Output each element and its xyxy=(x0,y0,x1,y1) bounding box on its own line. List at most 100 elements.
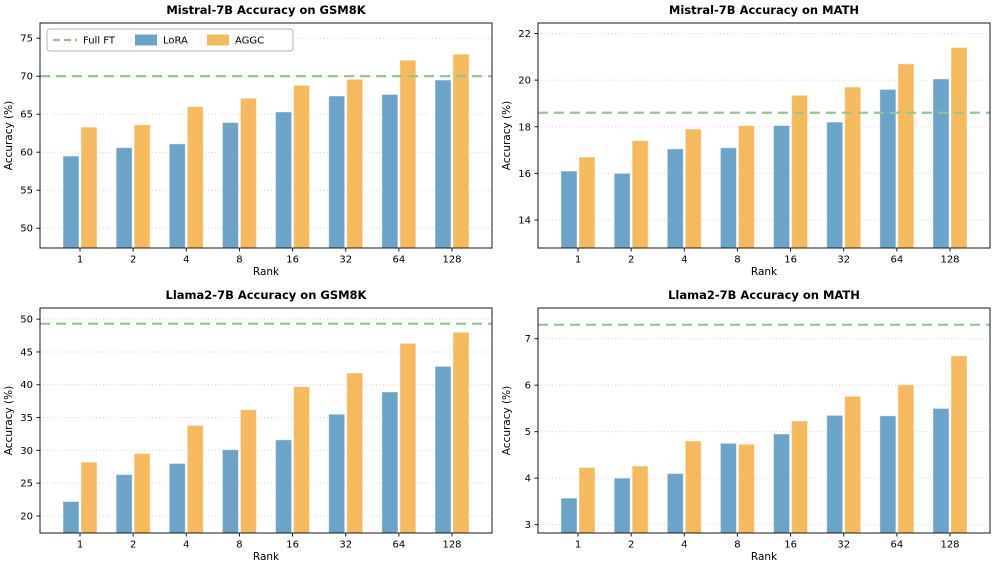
bar-aggc-rank-16 xyxy=(293,84,311,249)
bar-aggc-rank-4 xyxy=(186,424,204,534)
x-tick-label: 16 xyxy=(784,255,797,266)
x-tick-label: 2 xyxy=(130,255,136,266)
y-tick-label: 65 xyxy=(20,110,33,121)
bar-lora-rank-4 xyxy=(666,148,684,249)
y-axis-label: Accuracy (%) xyxy=(3,386,15,455)
bar-lora-rank-2 xyxy=(115,147,133,249)
legend-full-ft-label: Full FT xyxy=(83,36,116,47)
bar-lora-rank-32 xyxy=(328,95,346,249)
bar-aggc-rank-1 xyxy=(80,126,98,249)
x-tick-label: 2 xyxy=(628,255,634,266)
y-tick-label: 20 xyxy=(20,511,33,522)
bar-aggc-rank-64 xyxy=(897,63,915,249)
bar-lora-rank-4 xyxy=(666,472,684,534)
x-tick-label: 128 xyxy=(442,540,461,551)
x-axis-label: Rank xyxy=(253,266,280,278)
bar-lora-rank-1 xyxy=(62,155,80,249)
legend-lora-label: LoRA xyxy=(163,36,188,47)
bar-aggc-rank-128 xyxy=(452,331,470,534)
x-tick-label: 64 xyxy=(392,255,405,266)
y-tick-label: 25 xyxy=(20,479,33,490)
x-tick-label: 1 xyxy=(575,540,581,551)
bar-aggc-rank-2 xyxy=(631,465,649,534)
y-tick-label: 20 xyxy=(518,76,531,87)
x-axis-label: Rank xyxy=(751,266,778,278)
y-axis-label: Accuracy (%) xyxy=(3,101,15,170)
bar-lora-rank-64 xyxy=(381,93,399,249)
x-tick-label: 16 xyxy=(286,540,299,551)
bar-lora-rank-128 xyxy=(434,79,452,249)
y-tick-label: 16 xyxy=(518,169,531,180)
x-tick-label: 1 xyxy=(77,255,83,266)
x-tick-label: 32 xyxy=(837,540,850,551)
x-tick-label: 1 xyxy=(77,540,83,551)
y-tick-label: 6 xyxy=(525,381,531,392)
bar-aggc-rank-64 xyxy=(399,59,417,249)
bar-lora-rank-1 xyxy=(560,170,578,249)
x-axis-label: Rank xyxy=(751,551,778,563)
x-tick-label: 128 xyxy=(940,255,959,266)
x-tick-label: 8 xyxy=(236,255,242,266)
x-tick-label: 4 xyxy=(183,255,189,266)
y-axis-label: Accuracy (%) xyxy=(501,386,513,455)
y-tick-label: 50 xyxy=(20,224,33,235)
x-tick-label: 1 xyxy=(575,255,581,266)
bar-lora-rank-1 xyxy=(560,497,578,534)
bar-aggc-rank-8 xyxy=(737,443,755,534)
x-tick-label: 16 xyxy=(286,255,299,266)
x-tick-label: 16 xyxy=(784,540,797,551)
bar-aggc-rank-2 xyxy=(133,453,151,534)
x-tick-label: 4 xyxy=(183,540,189,551)
y-tick-label: 5 xyxy=(525,427,531,438)
bar-lora-rank-2 xyxy=(613,477,631,534)
x-tick-label: 4 xyxy=(681,540,687,551)
bar-aggc-rank-128 xyxy=(950,355,968,534)
x-tick-label: 2 xyxy=(130,540,136,551)
bar-aggc-rank-16 xyxy=(791,94,809,249)
y-tick-label: 70 xyxy=(20,72,33,83)
x-tick-label: 32 xyxy=(837,255,850,266)
bar-aggc-rank-8 xyxy=(239,409,257,534)
y-tick-label: 50 xyxy=(20,315,33,326)
bar-aggc-rank-2 xyxy=(631,140,649,249)
chart-canvas-3: Llama2-7B Accuracy on MATH 3 4 5 6 7 1 2 4 8 16 32 6… xyxy=(501,288,991,563)
bar-aggc-rank-32 xyxy=(844,395,862,534)
bar-aggc-rank-32 xyxy=(346,372,364,534)
bar-lora-rank-32 xyxy=(328,413,346,534)
legend-lora-swatch xyxy=(135,34,157,46)
bar-aggc-rank-128 xyxy=(950,46,968,249)
chart-title: Llama2-7B Accuracy on GSM8K xyxy=(166,288,368,302)
x-tick-label: 4 xyxy=(681,255,687,266)
x-tick-label: 32 xyxy=(339,255,352,266)
bar-aggc-rank-16 xyxy=(293,386,311,534)
x-tick-label: 64 xyxy=(890,255,903,266)
y-tick-label: 35 xyxy=(20,413,33,424)
chart-canvas-2: Llama2-7B Accuracy on GSM8K 20 25 30 35 40 45 5… xyxy=(3,288,493,563)
bar-lora-rank-4 xyxy=(168,143,186,249)
legend-aggc-swatch xyxy=(207,34,229,46)
chart-title: Llama2-7B Accuracy on MATH xyxy=(668,288,860,302)
y-tick-label: 14 xyxy=(518,216,531,227)
x-tick-label: 8 xyxy=(734,540,740,551)
bar-aggc-rank-4 xyxy=(684,440,702,534)
bar-lora-rank-64 xyxy=(381,391,399,534)
bar-aggc-rank-1 xyxy=(578,466,596,534)
bar-lora-rank-1 xyxy=(62,501,80,534)
bar-lora-rank-8 xyxy=(719,147,737,249)
x-tick-label: 8 xyxy=(734,255,740,266)
bar-lora-rank-2 xyxy=(115,474,133,534)
y-tick-label: 40 xyxy=(20,380,33,391)
bar-lora-rank-128 xyxy=(932,407,950,534)
bar-aggc-rank-2 xyxy=(133,124,151,249)
chart-canvas-1: Mistral-7B Accuracy on MATH 14 16 18 20 22 1 2 4… xyxy=(501,3,991,278)
x-tick-label: 64 xyxy=(890,540,903,551)
bar-lora-rank-8 xyxy=(221,122,239,249)
subplot-mistral-gsm8k: Mistral-7B Accuracy on GSM8K 50 55 60 65 70 75… xyxy=(0,0,498,285)
y-tick-label: 75 xyxy=(20,34,33,45)
bar-lora-rank-128 xyxy=(932,78,950,249)
subplot-llama2-gsm8k: Llama2-7B Accuracy on GSM8K 20 25 30 35 40 45 5… xyxy=(0,285,498,570)
bar-aggc-rank-8 xyxy=(737,125,755,249)
y-tick-label: 45 xyxy=(20,347,33,358)
x-tick-label: 128 xyxy=(940,540,959,551)
